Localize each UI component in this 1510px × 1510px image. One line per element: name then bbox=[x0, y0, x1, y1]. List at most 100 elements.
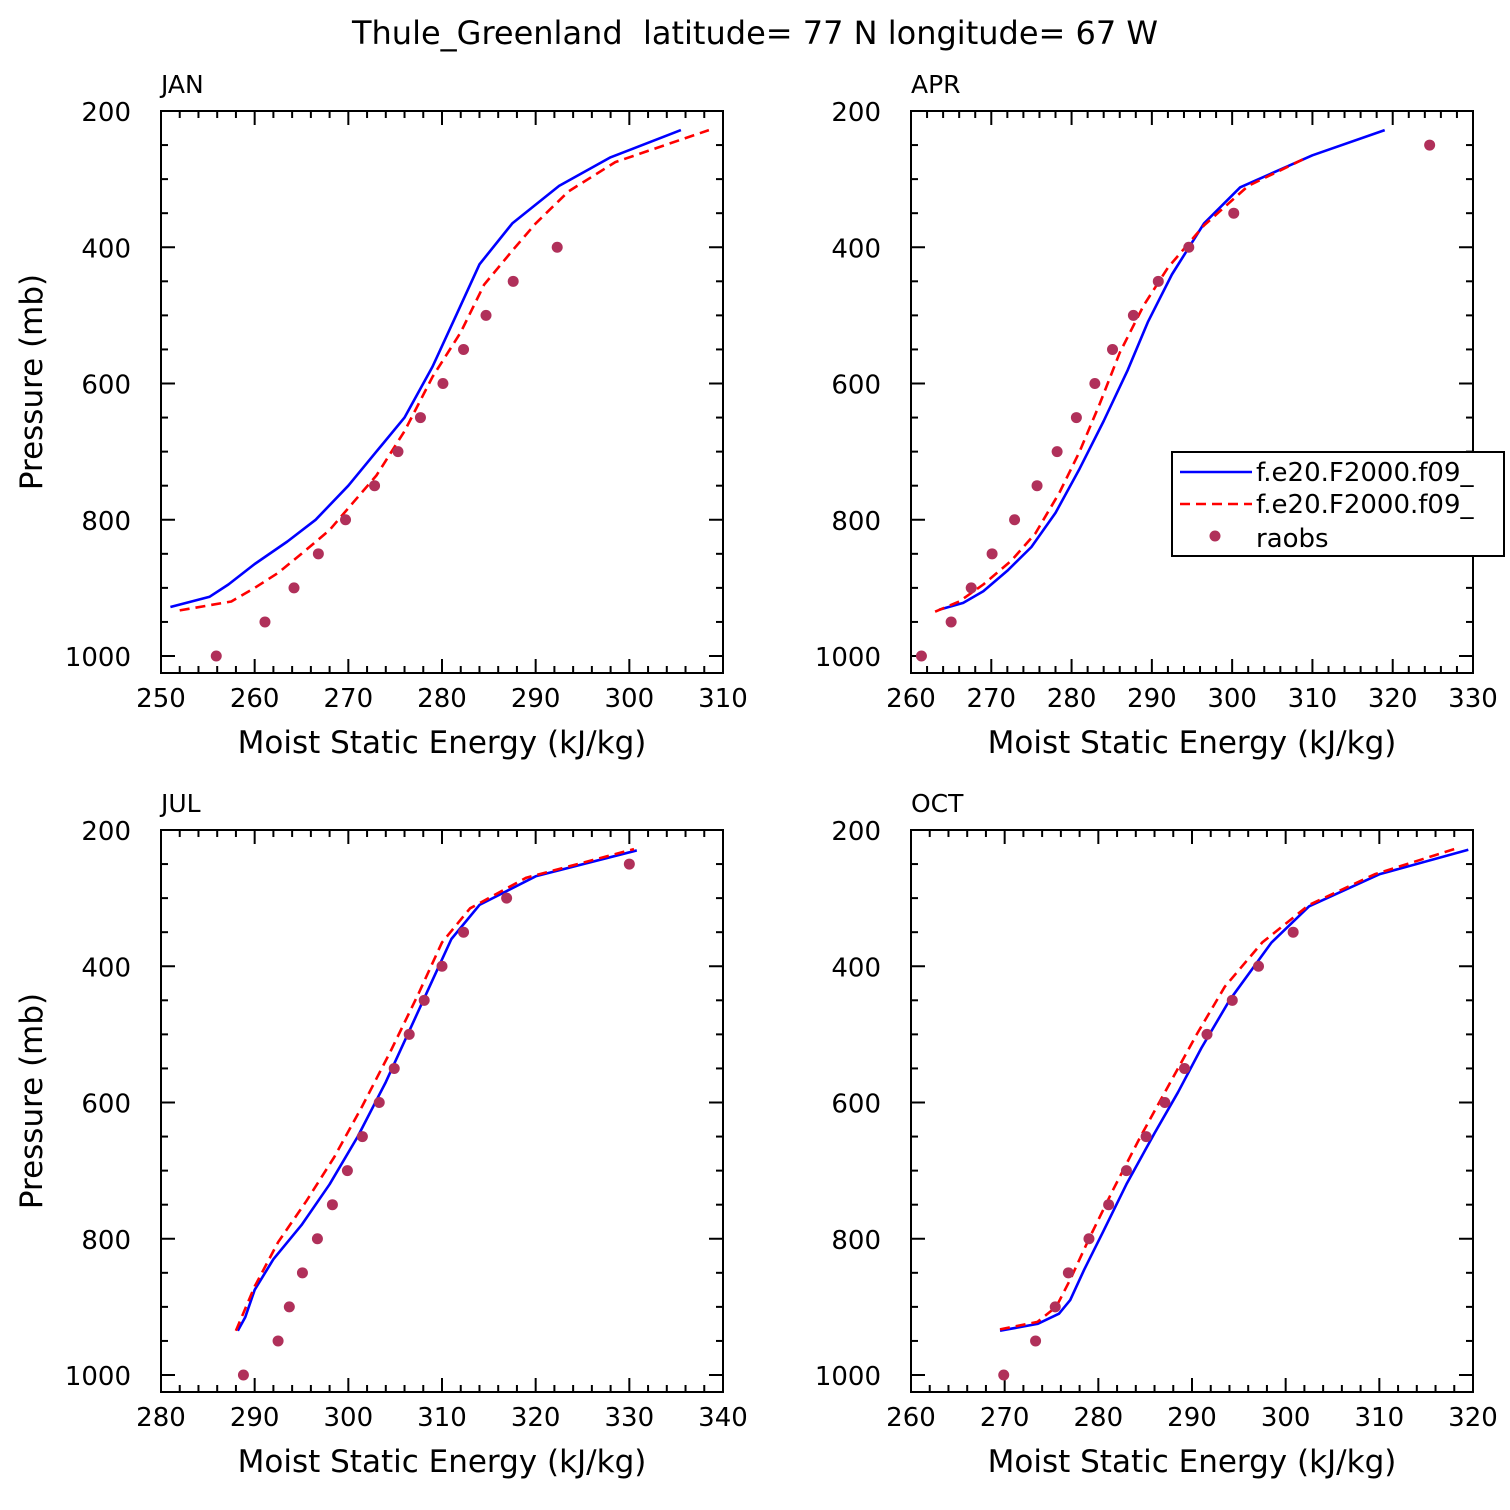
x-tick-label: 300 bbox=[605, 684, 655, 714]
x-tick-label: 310 bbox=[1355, 1403, 1405, 1433]
panel-oct: OCT 260 270 280 290 300 310 320 200 400 600 800 1000… bbox=[815, 789, 1498, 1480]
x-tick-label: 320 bbox=[1448, 1403, 1498, 1433]
y-axis-title: Pressure (mb) bbox=[14, 993, 50, 1209]
panel-label: JUL bbox=[159, 789, 201, 818]
y-tick-label: 200 bbox=[831, 817, 881, 847]
x-axis-title: Moist Static Energy (kJ/kg) bbox=[238, 1444, 647, 1480]
x-axis-title: Moist Static Energy (kJ/kg) bbox=[988, 725, 1397, 761]
x-tick-label: 330 bbox=[605, 1403, 655, 1433]
raobs-point bbox=[403, 1028, 415, 1040]
y-tick-label: 400 bbox=[831, 953, 881, 983]
raobs-point bbox=[1107, 343, 1119, 355]
figure-title: Thule_Greenland latitude= 77 N longitude… bbox=[351, 14, 1158, 52]
raobs-point bbox=[1083, 1233, 1095, 1245]
raobs-point bbox=[388, 1062, 400, 1074]
raobs-point bbox=[1049, 1301, 1061, 1313]
raobs-point bbox=[551, 241, 563, 253]
x-tick-label: 260 bbox=[886, 684, 936, 714]
raobs-point bbox=[1140, 1131, 1152, 1143]
raobs-point bbox=[965, 582, 977, 594]
raobs-point bbox=[915, 650, 927, 662]
raobs-point bbox=[501, 892, 513, 904]
plot-frame bbox=[910, 829, 1474, 1393]
solid-series-line bbox=[938, 128, 1386, 611]
panel-jul: JUL 280 290 300 310 320 330 340 200 400 600 800 1000… bbox=[14, 789, 748, 1480]
x-tick-label: 280 bbox=[1074, 1403, 1124, 1433]
x-tick-label: 260 bbox=[886, 1403, 936, 1433]
y-tick-label: 1000 bbox=[65, 1362, 131, 1392]
raobs-point bbox=[283, 1301, 295, 1313]
raobs-point bbox=[340, 514, 352, 526]
raobs-point bbox=[296, 1267, 308, 1279]
raobs-point bbox=[1030, 1335, 1042, 1347]
x-tick-label: 250 bbox=[136, 684, 186, 714]
y-tick-label: 800 bbox=[81, 1226, 131, 1256]
dashed-series-line bbox=[234, 847, 635, 1332]
raobs-point bbox=[436, 960, 448, 972]
raobs-point bbox=[272, 1335, 284, 1347]
panel-label: JAN bbox=[159, 70, 204, 99]
raobs-point bbox=[1159, 1097, 1171, 1108]
raobs-point bbox=[1253, 960, 1265, 972]
y-tick-label: 1000 bbox=[65, 643, 131, 673]
x-axis-title: Moist Static Energy (kJ/kg) bbox=[238, 725, 647, 761]
x-tick-label: 340 bbox=[698, 1403, 748, 1433]
raobs-point bbox=[1226, 994, 1238, 1006]
x-tick-label: 290 bbox=[1167, 1403, 1217, 1433]
raobs-point bbox=[373, 1097, 385, 1108]
raobs-point bbox=[210, 650, 222, 662]
y-tick-label: 600 bbox=[81, 1090, 131, 1120]
raobs-point bbox=[1031, 480, 1043, 492]
y-tick-label: 400 bbox=[831, 234, 881, 264]
y-tick-label: 800 bbox=[831, 507, 881, 537]
x-tick-label: 280 bbox=[1047, 684, 1097, 714]
y-tick-label: 800 bbox=[831, 1226, 881, 1256]
raobs-point bbox=[998, 1369, 1010, 1381]
raobs-point bbox=[392, 446, 404, 458]
x-tick-label: 280 bbox=[417, 684, 467, 714]
y-tick-label: 400 bbox=[81, 234, 131, 264]
x-axis-title: Moist Static Energy (kJ/kg) bbox=[988, 1444, 1397, 1480]
raobs-point bbox=[1062, 1267, 1074, 1279]
x-tick-label: 270 bbox=[980, 1403, 1030, 1433]
raobs-point bbox=[1424, 139, 1436, 151]
x-tick-label: 270 bbox=[966, 684, 1016, 714]
raobs-point bbox=[1070, 412, 1082, 424]
raobs-point bbox=[288, 582, 300, 594]
legend-box bbox=[1171, 451, 1505, 557]
raobs-point bbox=[1120, 1165, 1132, 1177]
raobs-point bbox=[369, 480, 381, 492]
raobs-point bbox=[623, 858, 635, 870]
y-tick-label: 1000 bbox=[815, 1362, 881, 1392]
legend-label: f.e20.F2000.f09_ bbox=[1256, 458, 1474, 488]
y-tick-label: 400 bbox=[81, 953, 131, 983]
raobs-point bbox=[1051, 446, 1063, 458]
y-tick-label: 600 bbox=[831, 371, 881, 401]
solid-series-line bbox=[170, 128, 682, 609]
x-tick-label: 270 bbox=[324, 684, 374, 714]
x-tick-label: 290 bbox=[230, 1403, 280, 1433]
raobs-point bbox=[1228, 207, 1240, 219]
panel-jan: JAN 250 260 270 280 290 300 310 200 400 600 800 1000… bbox=[14, 70, 748, 761]
plot-frame bbox=[160, 110, 724, 674]
raobs-point bbox=[311, 1233, 323, 1245]
panel-apr: APR 260 270 280 290 300 310 320 330 200 400 600 800 1… bbox=[815, 70, 1498, 761]
x-tick-label: 310 bbox=[1288, 684, 1338, 714]
x-tick-label: 260 bbox=[230, 684, 280, 714]
raobs-point bbox=[480, 309, 492, 321]
raobs-point bbox=[1183, 241, 1195, 253]
raobs-point bbox=[1103, 1199, 1115, 1211]
raobs-point bbox=[1127, 309, 1139, 321]
raobs-point bbox=[986, 548, 998, 560]
legend: f.e20.F2000.f09_f.e20.F2000.f09_raobs bbox=[1171, 451, 1505, 557]
raobs-point bbox=[458, 343, 470, 355]
x-tick-label: 320 bbox=[511, 1403, 561, 1433]
legend-marker bbox=[1209, 530, 1221, 542]
x-tick-label: 320 bbox=[1368, 684, 1418, 714]
y-tick-label: 200 bbox=[81, 98, 131, 128]
raobs-point bbox=[312, 548, 324, 560]
y-axis-title: Pressure (mb) bbox=[14, 274, 50, 490]
raobs-point bbox=[326, 1199, 338, 1211]
raobs-point bbox=[259, 616, 271, 628]
